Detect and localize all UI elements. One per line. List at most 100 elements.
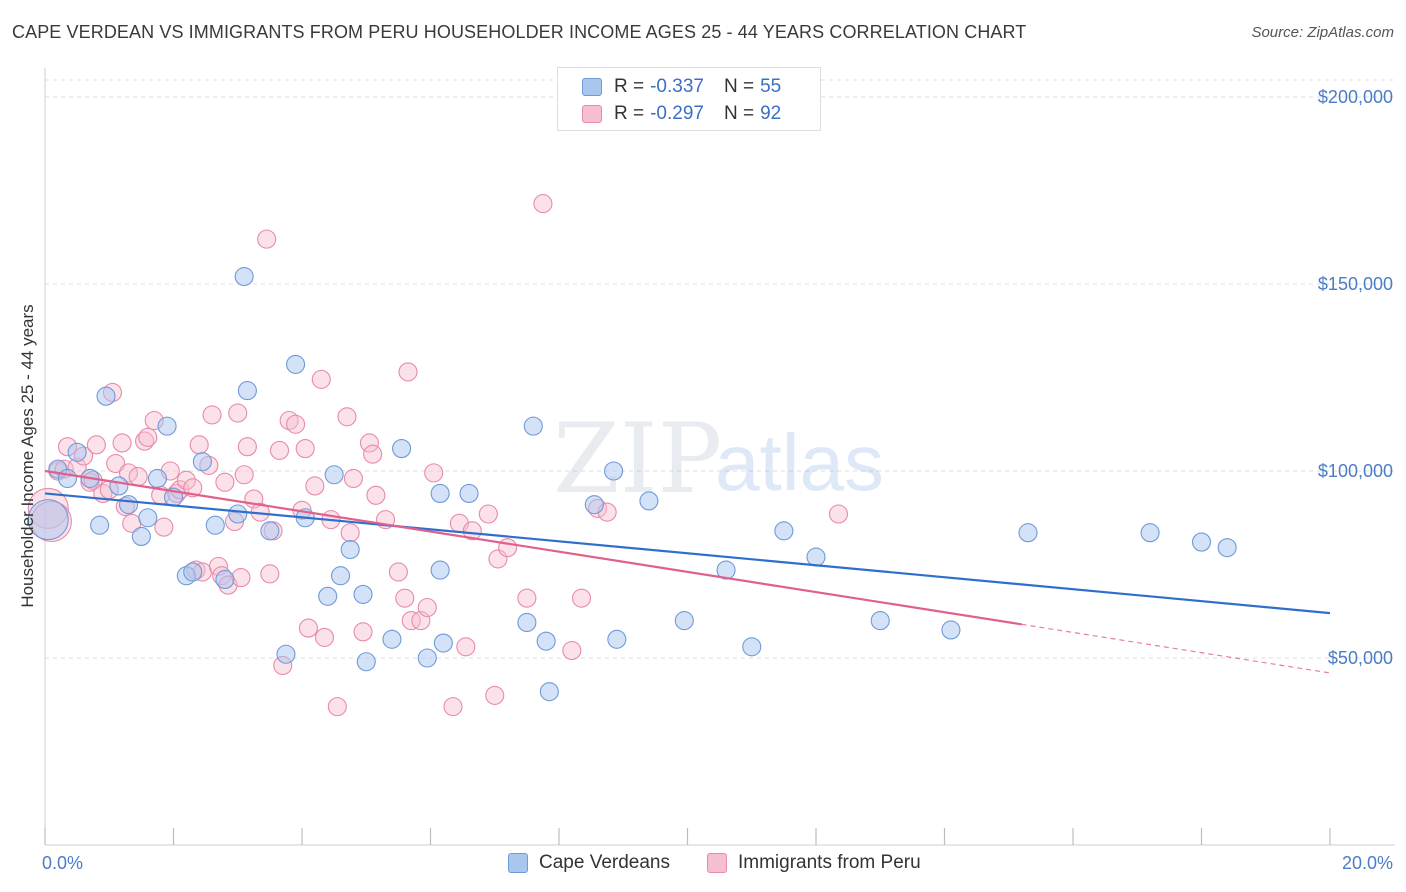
- data-point-cape-verdean: [57, 468, 78, 489]
- data-point-peru: [443, 697, 463, 717]
- series-legend-peru[interactable]: Immigrants from Peru: [707, 852, 921, 874]
- data-point-peru: [279, 410, 299, 431]
- data-point-peru: [189, 435, 209, 455]
- data-point-peru: [498, 538, 518, 558]
- chart-source: Source: ZipAtlas.com: [1251, 24, 1394, 41]
- data-point-peru: [517, 588, 537, 608]
- data-point-cape-verdean: [234, 266, 254, 287]
- data-point-peru: [456, 637, 476, 657]
- data-point-peru: [86, 435, 106, 455]
- legend-row-blue: R = -0.337 N = 55: [582, 75, 781, 99]
- data-point-cape-verdean: [183, 562, 203, 582]
- y-tick-label: $200,000: [1318, 87, 1393, 107]
- data-point-cape-verdean: [523, 416, 543, 436]
- data-point-cape-verdean: [774, 521, 794, 541]
- data-point-peru: [202, 405, 222, 425]
- series-label-peru: Immigrants from Peru: [738, 852, 921, 873]
- data-point-cape-verdean: [536, 631, 556, 651]
- trend-line-peru-extension: [1021, 623, 1331, 674]
- data-point-cape-verdean: [215, 569, 235, 590]
- legend-row-pink: R = -0.297 N = 92: [582, 102, 781, 126]
- data-point-peru: [135, 431, 155, 451]
- data-point-peru: [298, 618, 318, 638]
- data-point-cape-verdean: [1140, 523, 1160, 543]
- watermark-zip: ZIP: [553, 403, 722, 515]
- y-tick-label: $150,000: [1318, 274, 1393, 294]
- data-point-peru: [337, 407, 357, 427]
- data-point-cape-verdean: [870, 611, 890, 631]
- x-tick-label: 0.0%: [42, 853, 83, 873]
- data-point-cape-verdean: [639, 491, 659, 511]
- data-point-peru: [327, 697, 347, 717]
- series-legend-cape-verdeans[interactable]: Cape Verdeans: [508, 852, 670, 874]
- series-legend: Cape Verdeans Immigrants from Peru: [0, 852, 1406, 878]
- y-tick-label: $50,000: [1328, 648, 1393, 668]
- axes: [44, 68, 1395, 846]
- legend-r-value: -0.297: [650, 103, 704, 124]
- data-point-peru: [485, 685, 505, 705]
- data-point-peru: [562, 640, 582, 661]
- series-swatch-blue: [508, 853, 528, 873]
- data-point-cape-verdean: [430, 560, 450, 580]
- data-point-peru: [260, 564, 280, 584]
- series-label-cape-verdeans: Cape Verdeans: [539, 852, 670, 873]
- data-point-peru: [112, 433, 132, 453]
- data-point-cape-verdean: [324, 465, 344, 485]
- legend-n-value: 92: [760, 103, 782, 124]
- data-point-peru: [533, 194, 553, 214]
- data-point-cape-verdean: [742, 637, 762, 657]
- data-point-peru: [286, 414, 306, 434]
- data-point-peru: [237, 437, 257, 457]
- data-point-cape-verdean: [1018, 523, 1038, 543]
- data-point-cape-verdean: [67, 442, 87, 462]
- data-point-cape-verdean: [604, 461, 624, 481]
- data-point-peru: [353, 622, 373, 642]
- legend-swatch-pink: [582, 105, 602, 123]
- tick-labels: $50,000 $100,000 $150,000 $200,000 0.0% 20.0%: [42, 87, 1393, 873]
- data-point-cape-verdean: [417, 648, 437, 668]
- data-point-cape-verdean: [941, 620, 961, 640]
- data-point-cape-verdean: [1191, 532, 1212, 552]
- legend-r-label: R =: [614, 103, 645, 124]
- data-point-peru: [343, 468, 363, 489]
- data-point-cape-verdean: [318, 586, 338, 606]
- data-point-peru: [295, 439, 315, 459]
- data-point-cape-verdean: [228, 504, 248, 524]
- data-point-cape-verdean: [109, 476, 129, 496]
- data-point-peru: [462, 521, 482, 541]
- watermark-atlas: atlas: [715, 418, 884, 507]
- data-point-peru: [311, 369, 331, 389]
- data-point-cape-verdean: [459, 483, 479, 503]
- data-point-cape-verdean: [674, 611, 694, 631]
- data-point-peru: [234, 465, 254, 485]
- data-point-cape-verdean: [147, 468, 167, 489]
- data-point-cape-verdean: [353, 584, 373, 604]
- data-point-cape-verdean: [138, 508, 158, 528]
- legend-n-label: N =: [723, 76, 755, 97]
- watermark: ZIP atlas: [553, 403, 884, 515]
- data-point-cape-verdean: [27, 499, 69, 541]
- data-point-peru: [571, 588, 592, 608]
- data-point-peru: [118, 463, 139, 483]
- data-point-cape-verdean: [205, 515, 225, 535]
- legend-n-label: N =: [723, 103, 755, 124]
- trend-line-cape-verdeans: [44, 492, 1331, 615]
- data-point-peru: [401, 611, 421, 631]
- data-point-cape-verdean: [806, 547, 826, 567]
- trend-lines: [44, 469, 1331, 674]
- data-point-peru: [106, 453, 126, 474]
- data-point-cape-verdean: [382, 629, 402, 649]
- data-point-peru: [366, 485, 386, 505]
- data-point-cape-verdean: [607, 629, 627, 649]
- data-point-peru: [305, 476, 325, 496]
- trend-line-peru: [44, 469, 1022, 626]
- data-point-peru: [176, 470, 196, 490]
- data-point-peru: [314, 627, 335, 647]
- data-point-cape-verdean: [237, 381, 257, 401]
- data-point-cape-verdean: [1217, 538, 1237, 558]
- data-point-peru: [154, 517, 174, 537]
- data-point-cape-verdean: [286, 354, 306, 374]
- data-point-peru: [828, 504, 849, 524]
- data-point-cape-verdean: [430, 483, 450, 503]
- data-point-cape-verdean: [96, 386, 116, 406]
